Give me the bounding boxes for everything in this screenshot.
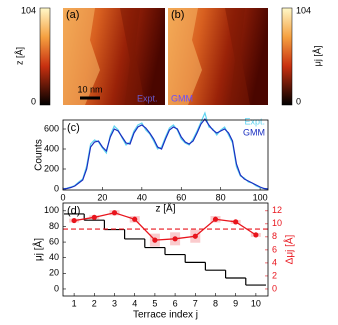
colorbar-tick: 104: [296, 5, 311, 15]
y-tick-label: 100: [44, 205, 59, 215]
colorbar: [39, 7, 51, 106]
y-tick-label: 600: [44, 123, 59, 133]
x-tick-label: 1: [72, 298, 77, 308]
y2-tick-label: 4: [272, 257, 277, 267]
x-tick-label: 6: [173, 298, 178, 308]
colorbar-label: μj [Å]: [312, 46, 322, 67]
y-tick-label: 40: [49, 252, 59, 262]
x-tick-label: 80: [216, 192, 226, 202]
panel-label: (d): [67, 205, 80, 217]
point: [91, 214, 97, 220]
y-axis-label: μj [Å]: [32, 238, 45, 261]
y2-tick-label: 8: [272, 231, 277, 241]
x-tick-label: 3: [112, 298, 117, 308]
panel-label: (a): [66, 9, 79, 21]
colorbar: [281, 7, 293, 106]
point: [71, 217, 77, 224]
panel-label: (c): [67, 122, 80, 134]
scale-bar-label: 10 nm: [77, 84, 102, 94]
x-tick-label: 20: [97, 192, 107, 202]
x-tick-label: 0: [60, 192, 65, 202]
colorbar-tick: 0: [296, 96, 301, 106]
y2-tick-label: 6: [272, 244, 277, 254]
x-tick-label: 5: [152, 298, 157, 308]
colorbar-label: z [Å]: [14, 47, 24, 65]
y-tick-label: 200: [44, 163, 59, 173]
y2-tick-label: 10: [272, 218, 282, 228]
y2-tick-label: 2: [272, 270, 277, 280]
point: [233, 219, 239, 225]
y-tick-label: 0: [54, 183, 59, 193]
x-tick-label: 40: [137, 192, 147, 202]
point: [111, 210, 118, 216]
x-tick-label: 4: [132, 298, 137, 308]
y-tick-label: 60: [49, 236, 59, 246]
x-tick-label: 8: [213, 298, 218, 308]
plot-frame: [62, 202, 269, 297]
line-series: [62, 117, 269, 190]
image-a: [63, 8, 165, 105]
y-tick-label: 20: [49, 268, 59, 278]
y2-tick-label: 12: [272, 205, 282, 215]
line-series: [62, 111, 269, 190]
legend-entry: Expt.: [244, 116, 265, 126]
x-tick-label: 60: [176, 192, 186, 202]
y-tick-label: 400: [44, 143, 59, 153]
x-tick-label: 10: [251, 298, 261, 308]
x-axis-label: z [Å]: [155, 202, 175, 215]
x-tick-label: 7: [193, 298, 198, 308]
point: [212, 216, 219, 222]
x-tick-label: 9: [233, 298, 238, 308]
point: [152, 237, 158, 243]
y2-axis-label: Δμj [Å]: [283, 234, 296, 264]
x-tick-label: 2: [92, 298, 97, 308]
legend-entry: GMM: [243, 127, 265, 137]
point: [192, 233, 198, 239]
plot-frame: [62, 119, 269, 191]
y-axis-label: Counts: [34, 139, 45, 171]
y-tick-label: 0: [54, 283, 59, 293]
y-tick-label: 80: [49, 221, 59, 231]
point: [132, 216, 138, 222]
y2-tick-label: 0: [272, 283, 277, 293]
x-axis-label: Terrace index j: [133, 310, 198, 320]
line-series: [74, 212, 257, 241]
colorbar-tick: 104: [21, 5, 36, 15]
image-label: GMM: [171, 93, 193, 103]
point: [253, 232, 259, 238]
panel-label: (b): [171, 9, 184, 21]
image-b: [168, 8, 268, 105]
point: [172, 236, 178, 242]
image-label: Expt.: [137, 93, 158, 103]
x-tick-label: 100: [253, 192, 268, 202]
colorbar-tick: 0: [31, 96, 36, 106]
